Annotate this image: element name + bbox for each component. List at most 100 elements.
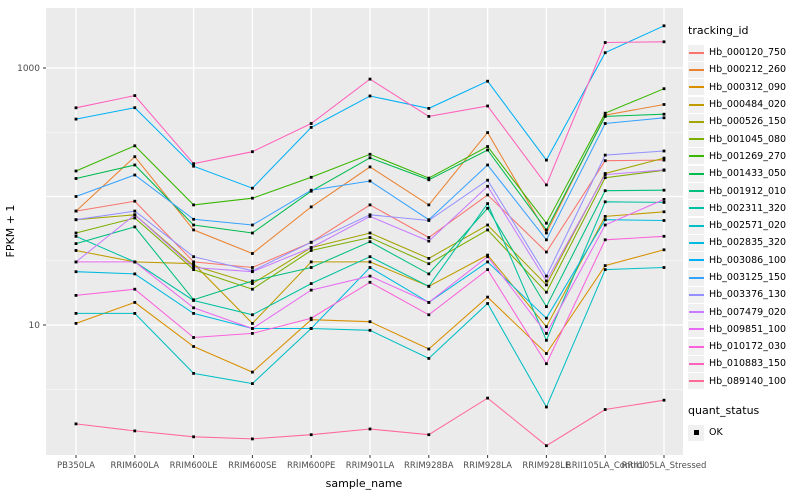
legend-item-label: Hb_002571_020	[709, 220, 787, 232]
data-point	[309, 316, 313, 320]
legend-key	[688, 165, 704, 182]
data-point	[309, 249, 313, 252]
legend-line-swatch	[688, 68, 704, 71]
data-point	[486, 295, 489, 299]
data-point	[74, 231, 78, 235]
data-point	[545, 283, 548, 287]
legend-line-swatch	[688, 259, 704, 262]
data-point	[133, 429, 137, 433]
legend-item: Hb_000212_260	[688, 61, 800, 78]
data-point	[486, 104, 489, 108]
data-point	[427, 236, 431, 239]
data-point	[603, 115, 607, 118]
data-point	[192, 336, 195, 339]
legend-key	[688, 44, 704, 61]
legend-item: Hb_000120_750	[688, 44, 800, 61]
data-point	[133, 260, 137, 264]
data-point	[545, 250, 548, 254]
legend-item: Hb_001433_050	[688, 165, 800, 182]
legend-key	[688, 269, 704, 286]
data-point	[74, 260, 78, 264]
data-point	[192, 264, 195, 267]
x-tick-label: RRIM928LE	[522, 461, 570, 471]
data-point	[545, 183, 548, 187]
legend-key	[688, 61, 704, 78]
data-point	[74, 322, 78, 325]
data-point	[309, 188, 313, 192]
data-point	[662, 201, 666, 204]
legend-item-label: Hb_001045_080	[709, 133, 787, 145]
data-point	[251, 266, 254, 269]
data-point	[133, 272, 137, 276]
y-tick-label: 1000	[17, 64, 40, 74]
data-point	[368, 236, 372, 239]
data-point	[133, 213, 137, 217]
data-point	[545, 332, 548, 335]
legend-key	[688, 304, 704, 321]
data-point	[251, 270, 254, 274]
data-point	[486, 145, 489, 148]
x-tick-label: RRIM928LA	[463, 461, 512, 471]
data-point	[662, 40, 666, 44]
legend-line-swatch	[688, 362, 704, 365]
legend-item: Hb_001912_010	[688, 182, 800, 200]
data-point	[545, 405, 548, 409]
legend-item-label: Hb_000120_750	[709, 47, 787, 59]
data-point	[368, 152, 372, 156]
data-point	[545, 325, 548, 329]
data-point	[368, 231, 372, 235]
data-point	[192, 203, 195, 207]
data-point	[486, 131, 489, 134]
legend-item: Hb_009851_100	[688, 321, 800, 338]
legend-item-label: Hb_007479_020	[709, 306, 787, 318]
legend-item: Hb_002571_020	[688, 217, 800, 234]
data-point	[545, 231, 548, 235]
data-point	[192, 255, 195, 259]
data-point	[368, 156, 372, 160]
data-point	[486, 260, 489, 264]
data-point	[133, 163, 137, 167]
data-point	[251, 252, 254, 255]
data-point	[545, 338, 548, 342]
x-axis-title: sample_name	[326, 477, 403, 490]
data-point	[427, 178, 431, 182]
data-point	[662, 219, 666, 222]
legend-line-swatch	[688, 345, 704, 348]
data-point	[486, 396, 489, 400]
data-point	[545, 290, 548, 294]
legend-item: Hb_000312_090	[688, 79, 800, 96]
data-point	[603, 122, 607, 125]
data-point	[133, 155, 137, 159]
legend-key	[688, 373, 704, 390]
data-point	[545, 228, 548, 232]
data-point	[603, 111, 607, 115]
data-point	[192, 312, 195, 315]
data-point	[427, 301, 431, 304]
legend-item-label: Hb_000526_150	[709, 116, 787, 128]
data-point	[133, 106, 137, 110]
data-point	[74, 177, 78, 180]
data-points	[74, 24, 666, 448]
legend-key	[688, 148, 704, 165]
data-point	[603, 51, 607, 55]
legend-key	[688, 321, 704, 338]
data-point	[74, 270, 78, 274]
data-point	[603, 218, 607, 222]
legend-line-swatch	[688, 380, 704, 383]
data-point	[309, 126, 313, 129]
data-point	[486, 228, 489, 232]
data-point	[251, 382, 254, 385]
data-point	[603, 173, 607, 176]
legend-item: Hb_003125_150	[688, 269, 800, 286]
data-point	[368, 179, 372, 183]
x-tick-label: RRIM600SE	[228, 461, 277, 471]
legend-item: Hb_000484_020	[688, 96, 800, 113]
data-point	[427, 176, 431, 180]
legend-item-label: Hb_010172_030	[709, 341, 787, 353]
data-point	[192, 345, 195, 348]
legend-item-label: Hb_002835_320	[709, 237, 787, 249]
data-point	[662, 116, 666, 120]
data-point	[603, 268, 607, 271]
data-point	[192, 260, 195, 264]
data-point	[486, 178, 489, 182]
